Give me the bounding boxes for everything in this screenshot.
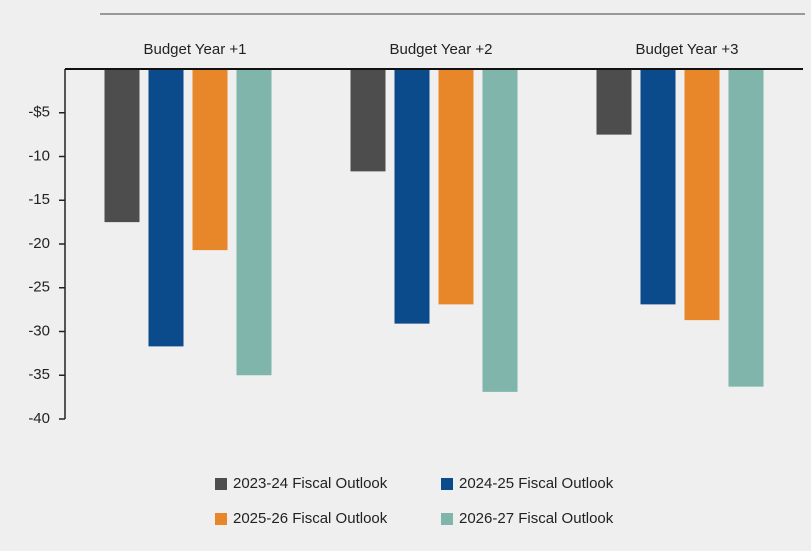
y-tick-label: -35: [28, 366, 50, 383]
y-tick-label: -10: [28, 147, 50, 164]
legend-swatch: [441, 478, 453, 490]
bar: [236, 69, 272, 376]
legend-swatch: [215, 513, 227, 525]
x-category-label: Budget Year +2: [389, 41, 492, 58]
legend-label: 2025-26 Fiscal Outlook: [233, 510, 388, 527]
bar: [394, 69, 430, 324]
bar: [104, 69, 140, 223]
y-tick-label: -30: [28, 322, 50, 339]
y-tick-label: -40: [28, 410, 50, 427]
bar: [684, 69, 720, 321]
y-tick-label: -25: [28, 279, 50, 296]
legend-label: 2024-25 Fiscal Outlook: [459, 475, 614, 492]
bar: [350, 69, 386, 172]
legend-label: 2023-24 Fiscal Outlook: [233, 475, 388, 492]
legend-swatch: [215, 478, 227, 490]
legend-label: 2026-27 Fiscal Outlook: [459, 510, 614, 527]
y-tick-label: -15: [28, 191, 50, 208]
bar: [482, 69, 518, 392]
bar: [596, 69, 632, 135]
x-category-label: Budget Year +3: [635, 41, 738, 58]
bar: [640, 69, 676, 305]
bar: [728, 69, 764, 387]
y-tick-label: -$5: [28, 104, 50, 121]
bar: [438, 69, 474, 305]
legend-swatch: [441, 513, 453, 525]
bar: [148, 69, 184, 347]
x-category-label: Budget Year +1: [143, 41, 246, 58]
y-tick-label: -20: [28, 235, 50, 252]
bar: [192, 69, 228, 251]
